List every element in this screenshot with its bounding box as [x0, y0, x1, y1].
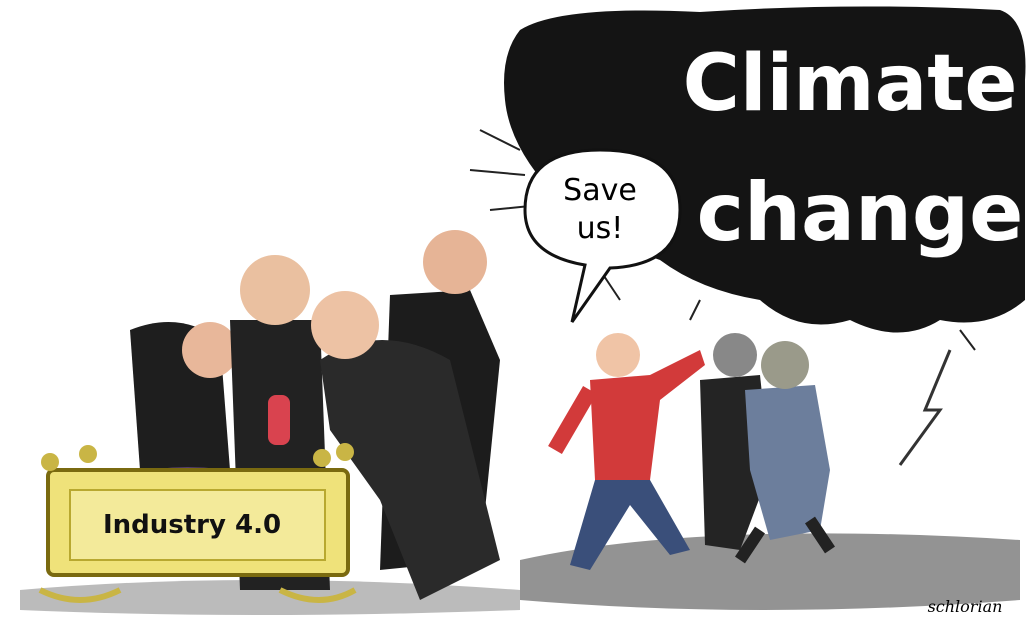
cartoon: Climate change Save us! Industry 4.0: [0, 0, 1029, 624]
lightning: [900, 350, 950, 465]
cradle-label: Industry 4.0: [103, 510, 281, 540]
speech-text-line: Save: [563, 173, 637, 208]
arm: [555, 390, 590, 450]
head: [311, 291, 379, 359]
page: Climate change Save us! Industry 4.0: [0, 0, 1029, 624]
baby-bottle: [268, 395, 290, 445]
cradle-knob: [336, 443, 354, 461]
girl: [555, 333, 705, 570]
cradle-knob: [41, 453, 59, 471]
body: [745, 385, 830, 540]
speech-text-line: us!: [577, 211, 624, 246]
cloud-text-line: Climate: [683, 39, 1018, 129]
head: [596, 333, 640, 377]
signature: schlorian: [928, 597, 1003, 616]
head: [240, 255, 310, 325]
protesters: [700, 333, 830, 560]
cradle-knob: [313, 449, 331, 467]
head: [761, 341, 809, 389]
head: [423, 230, 487, 294]
cradle-knob: [79, 445, 97, 463]
head: [182, 322, 238, 378]
head: [713, 333, 757, 377]
cloud-text-line: change: [697, 166, 1024, 259]
